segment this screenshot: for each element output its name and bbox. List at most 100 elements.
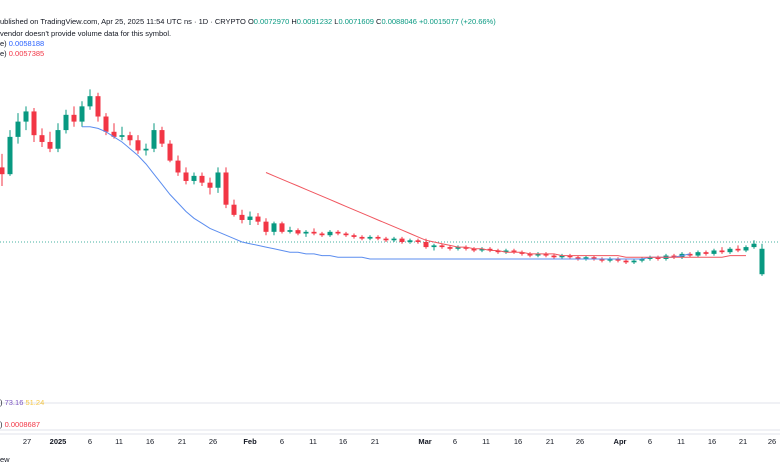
candle-body <box>279 223 285 232</box>
candle-body <box>199 175 205 183</box>
x-tick-label: 26 <box>768 437 776 446</box>
candle-body <box>135 140 141 151</box>
candle-body <box>719 250 725 253</box>
moving-averages <box>82 126 746 260</box>
candle-body <box>415 240 421 242</box>
candle-body <box>143 148 149 151</box>
candle-body <box>735 248 741 251</box>
candle-body <box>0 167 5 175</box>
candle-body <box>431 245 437 248</box>
candle-body <box>95 96 101 117</box>
close-value: 0.0088046 <box>381 17 417 26</box>
open-label: O <box>247 17 254 26</box>
x-tick-label: 6 <box>280 437 284 446</box>
x-tick-label: 6 <box>648 437 652 446</box>
x-axis: 27 2025 6 11 16 21 26 Feb 6 11 16 21 Mar 6 11 16 21 26 Apr… <box>23 437 776 446</box>
open-value: 0.0072970 <box>253 17 290 26</box>
ma-slow-legend[interactable]: e) 0.0057385 <box>0 49 44 59</box>
x-tick-label: 27 <box>23 437 31 446</box>
candle-body <box>711 250 717 254</box>
candle-body <box>575 257 581 259</box>
candle-body <box>559 255 565 258</box>
candle-body <box>447 247 453 249</box>
candle-body <box>591 257 597 259</box>
candle-body <box>47 141 53 149</box>
candle-body <box>127 135 133 141</box>
candle-body <box>455 247 461 249</box>
ma-fast-line <box>82 126 691 260</box>
candle-body <box>39 135 45 142</box>
candle-body <box>343 233 349 236</box>
x-tick-label: 11 <box>309 437 317 446</box>
candle-body <box>175 160 181 173</box>
ma-slow-value: 0.0057385 <box>8 49 45 58</box>
candle-body <box>687 253 693 256</box>
x-tick-label: 2025 <box>50 437 67 446</box>
osc-value-2: 51.24 <box>25 398 45 407</box>
x-tick-label: 21 <box>546 437 554 446</box>
candle-body <box>15 121 21 137</box>
oscillator-legend[interactable]: ) 73.16 51.24 <box>0 398 44 408</box>
candle-body <box>87 96 93 107</box>
candle-body <box>695 252 701 256</box>
candle-body <box>271 223 277 232</box>
candle-body <box>23 111 29 122</box>
candle-body <box>583 257 589 259</box>
x-tick-label: 26 <box>576 437 584 446</box>
candle-body <box>543 253 549 256</box>
candle-body <box>215 172 221 188</box>
x-tick-label: 6 <box>88 437 92 446</box>
high-value: 0.0091232 <box>296 17 333 26</box>
candle-body <box>111 131 117 137</box>
x-tick-label: 16 <box>339 437 347 446</box>
candle-body <box>159 130 165 144</box>
candle-body <box>631 260 637 263</box>
candle-body <box>303 231 309 234</box>
candle-body <box>479 248 485 251</box>
candle-body <box>207 182 213 188</box>
ma-slow-label: e) <box>0 49 7 58</box>
candle-body <box>399 238 405 242</box>
x-tick-label: 21 <box>739 437 747 446</box>
candle-body <box>495 250 501 253</box>
candle-body <box>383 238 389 241</box>
high-label: H <box>291 17 297 26</box>
low-value: 0.0071609 <box>338 17 374 26</box>
osc-label-2: ) <box>0 420 3 429</box>
candle-body <box>255 216 261 222</box>
candle-body <box>615 258 621 261</box>
candle-body <box>527 253 533 256</box>
x-tick-label: Apr <box>614 437 627 446</box>
candle-body <box>167 143 173 161</box>
candle-body <box>423 242 429 248</box>
candle-body <box>223 172 229 205</box>
candle-body <box>743 247 749 251</box>
candle-body <box>239 214 245 220</box>
close-label: C <box>376 17 382 26</box>
candle-body <box>335 231 341 234</box>
candle-body <box>503 250 509 253</box>
candle-body <box>623 260 629 263</box>
x-tick-label: Mar <box>418 437 431 446</box>
candle-body <box>327 231 333 236</box>
header-line-1: ublished on TradingView.com, Apr 25, 202… <box>0 17 496 27</box>
candle-body <box>655 257 661 259</box>
candle-body <box>511 250 517 253</box>
published-text: ublished on TradingView.com, Apr 25, 202… <box>0 17 182 26</box>
candle-body <box>263 221 269 232</box>
candle-body <box>647 257 653 259</box>
oscillator-legend-2[interactable]: ) 0.0008687 <box>0 420 40 430</box>
candle-body <box>471 248 477 251</box>
candle-body <box>727 248 733 253</box>
candle-body <box>375 236 381 239</box>
footer-label: ew <box>0 455 10 464</box>
x-tick-label: 6 <box>453 437 457 446</box>
ma-fast-legend[interactable]: e) 0.0058188 <box>0 39 44 49</box>
symbol-title: ns · 1D · CRYPTO <box>184 17 246 26</box>
candle-body <box>295 230 301 234</box>
candle-body <box>311 231 317 234</box>
low-label: L <box>334 17 339 26</box>
candle-body <box>535 253 541 256</box>
candle-body <box>639 258 645 261</box>
